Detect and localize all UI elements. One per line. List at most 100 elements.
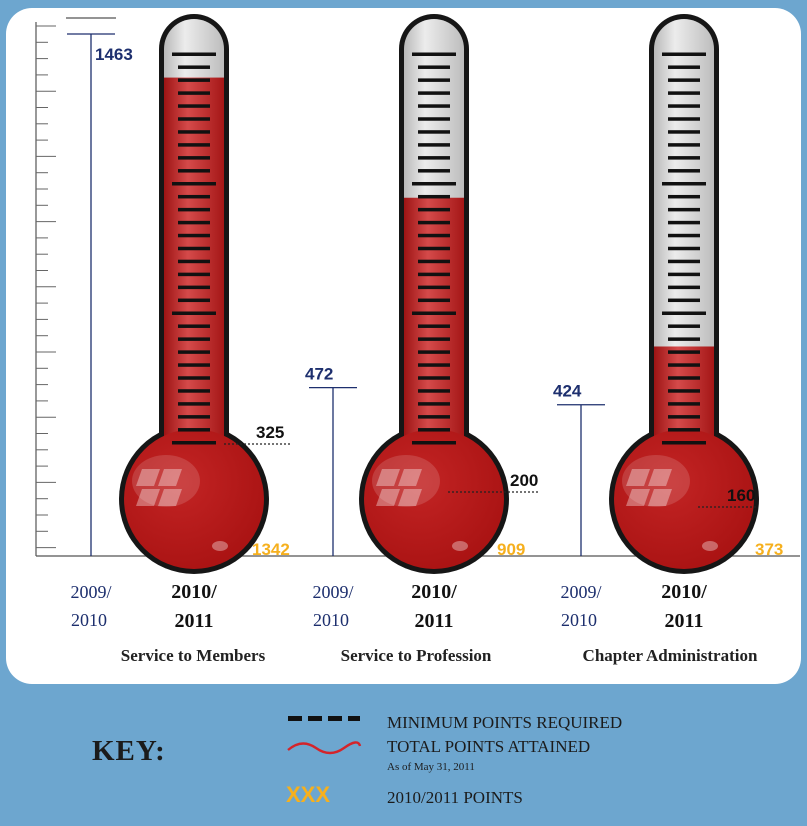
bulb-glint-small [212,541,228,551]
tube-tick [178,285,210,290]
tube-tick [172,52,216,56]
tube-tick [668,363,700,367]
tube-tick [668,104,700,108]
current-year-label: 2011 [175,610,214,632]
previous-year-label: 2010 [313,610,349,630]
minimum-value: 200 [510,471,538,490]
category-label: Service to Profession [341,646,492,665]
tube-tick [668,272,700,277]
bulb-glint [158,469,182,486]
current-year-value: 909 [497,540,525,559]
bulb-highlight [132,455,200,507]
tube-tick [668,130,700,134]
tube-tick [418,169,450,173]
tube-tick [418,207,450,212]
tube-tick [418,350,450,354]
tube-tick [178,220,210,225]
tube-tick [668,220,700,225]
legend-title: KEY: [92,735,166,767]
current-year-label: 2010/ [661,581,707,603]
tube-tick [668,156,700,160]
tube-tick [668,259,700,264]
bulb-glint [398,469,422,486]
tube-tick [412,52,456,56]
bulb-highlight [622,455,690,507]
tube-tick [662,441,706,445]
category-label: Chapter Administration [583,646,758,665]
tube-tick [418,246,450,251]
tube-tick [418,194,450,199]
tube-tick [418,428,450,432]
thermometer-bulb [124,429,264,569]
tube-tick [178,428,210,432]
tube-tick [418,65,450,69]
tube-tick [668,428,700,432]
tube-tick [178,117,210,121]
bulb-glint [136,469,160,486]
tube-tick [668,143,700,147]
ruler-ticks [36,25,56,549]
tube-tick [178,78,210,82]
tube-tick [418,233,450,238]
previous-year-label: 2009/ [70,582,111,602]
legend-wave-symbol [287,741,362,755]
tube-tick [668,298,700,303]
tube-tick [668,91,700,95]
tube-tick [668,324,700,328]
legend-item-total: TOTAL POINTS ATTAINED [387,737,590,756]
bulb-glint [158,489,182,506]
tube-tick [668,389,700,393]
tube-tick [418,363,450,367]
tube-tick [662,311,706,315]
tube-tick [178,376,210,380]
legend-item-total-note: As of May 31, 2011 [387,761,475,773]
tube-tick [178,104,210,108]
current-year-value: 1342 [252,540,290,559]
tube-tick [668,233,700,238]
thermometer-bulb [614,429,754,569]
tube-tick [412,441,456,445]
legend-item-minimum: MINIMUM POINTS REQUIRED [387,713,622,732]
tube-tick [668,415,700,419]
tube-tick [178,156,210,160]
tube-tick [668,402,700,406]
tube-tick [668,376,700,380]
tube-tick [178,194,210,199]
tube-tick [418,259,450,264]
tube-tick [418,324,450,328]
category-groups: 1463 325 1342 2009/2010 2010/2011 Service to … [67,14,783,665]
legend: KEY: XXX MINIMUM POINTS REQUIRED TOTAL P… [92,713,622,807]
bulb-glint [648,489,672,506]
tube-tick [178,130,210,134]
tube-tick [418,130,450,134]
minimum-value: 325 [256,423,284,442]
tube-tick [668,65,700,69]
tube-tick [418,402,450,406]
tube-tick [418,415,450,419]
previous-year-value: 424 [553,382,582,401]
tube-tick [172,311,216,315]
current-year-label: 2011 [415,610,454,632]
tube-tick [178,143,210,147]
current-year-label: 2010/ [171,581,217,603]
tube-tick [418,389,450,393]
bulb-glint [376,469,400,486]
tube-tick [668,337,700,341]
previous-year-value: 472 [305,365,333,384]
previous-year-label: 2010 [71,610,107,630]
bulb-glint [626,489,650,506]
tube-tick [668,350,700,354]
tube-tick [668,117,700,121]
tube-tick [418,376,450,380]
category-label: Service to Members [121,646,266,665]
previous-year-label: 2009/ [312,582,353,602]
tube-tick [662,52,706,56]
bulb-glint [376,489,400,506]
tube-tick [418,143,450,147]
tube-tick [178,272,210,277]
tube-tick [418,298,450,303]
legend-xxx-symbol: XXX [286,782,330,807]
tube-tick [418,91,450,95]
